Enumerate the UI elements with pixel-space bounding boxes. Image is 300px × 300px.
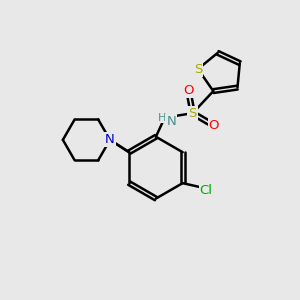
Text: Cl: Cl [200, 184, 213, 197]
Text: O: O [183, 84, 194, 97]
Text: N: N [166, 115, 176, 128]
Text: S: S [188, 107, 197, 120]
Text: H: H [158, 112, 166, 123]
Text: S: S [194, 62, 202, 76]
Text: N: N [105, 133, 115, 146]
Text: O: O [208, 119, 219, 132]
Text: N: N [105, 133, 115, 146]
